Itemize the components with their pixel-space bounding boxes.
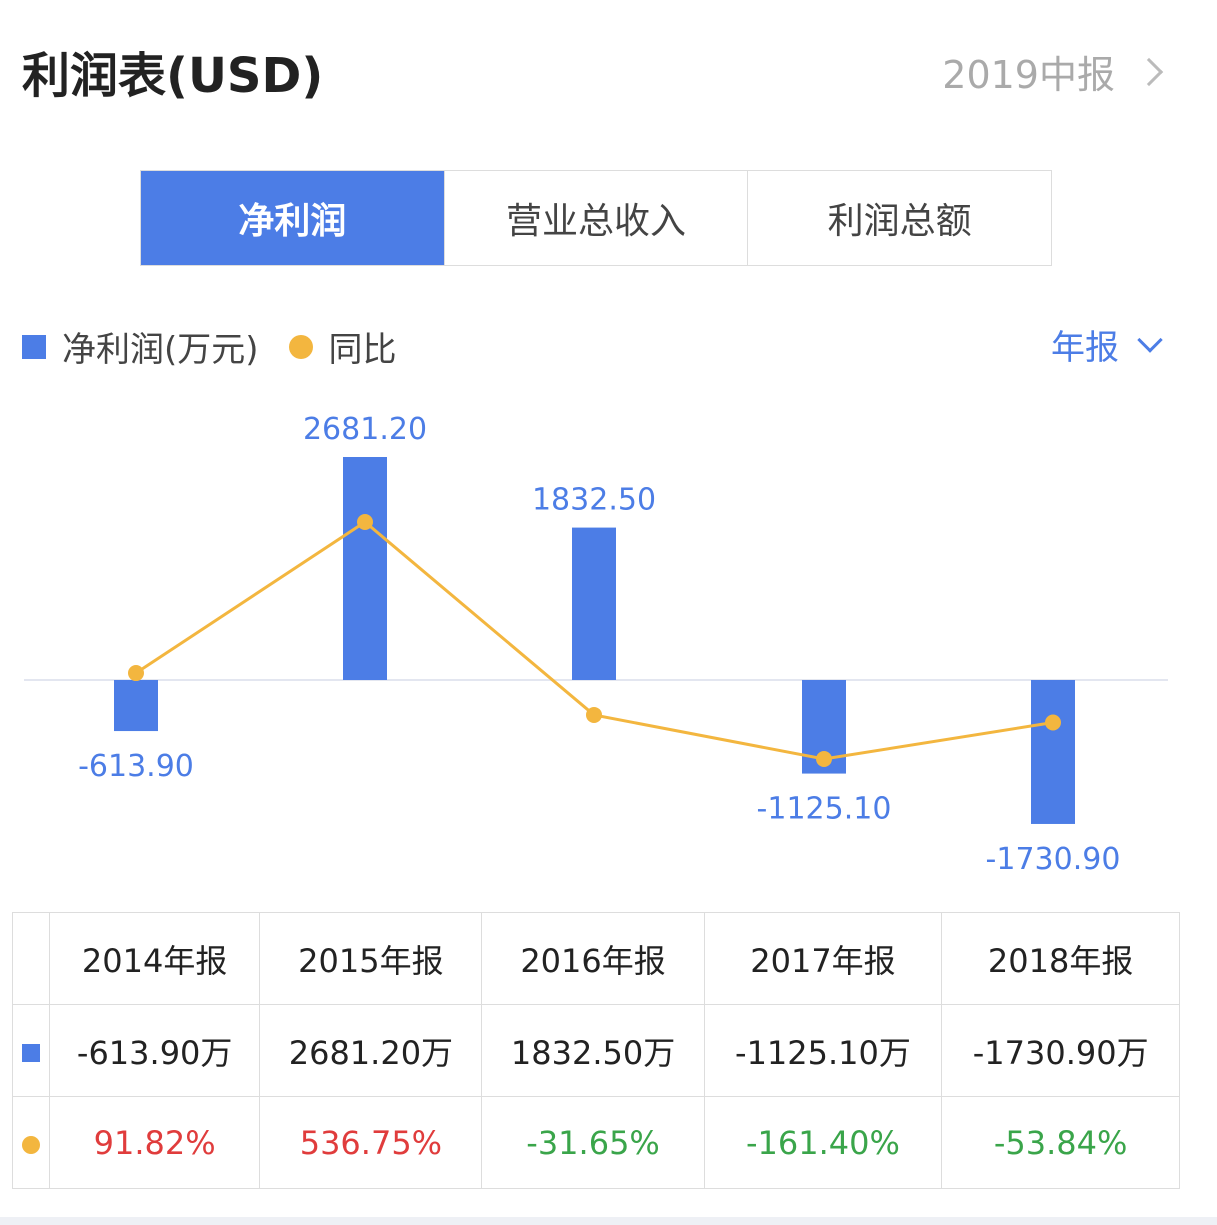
yoy-cell: 91.82% bbox=[48, 1096, 261, 1189]
table-header-cell: 2018年报 bbox=[941, 912, 1180, 1005]
line-series-icon bbox=[22, 1135, 40, 1154]
bar-value-label: -613.90 bbox=[78, 749, 194, 784]
table-header-cell: 2014年报 bbox=[48, 912, 261, 1005]
yoy-point bbox=[128, 665, 144, 682]
chart-legend: 净利润(万元) 同比 bbox=[22, 322, 397, 371]
page-title: 利润表(USD) bbox=[22, 48, 324, 104]
yoy-point bbox=[357, 514, 373, 531]
tab-total-profit[interactable]: 利润总额 bbox=[747, 171, 1051, 265]
profit-cell: -1730.90万 bbox=[941, 1004, 1180, 1097]
legend-line-label: 同比 bbox=[328, 330, 397, 370]
table-row-yoy: 91.82% 536.75% -31.65% -161.40% -53.84% bbox=[12, 1096, 1180, 1189]
profit-cell: 1832.50万 bbox=[481, 1004, 705, 1097]
table-row-profit: -613.90万 2681.20万 1832.50万 -1125.10万 -1730.9… bbox=[12, 1004, 1180, 1097]
bar bbox=[1031, 680, 1075, 824]
bar bbox=[114, 680, 158, 732]
table-header-cell: 2016年报 bbox=[481, 912, 705, 1005]
table-header-cell: 2017年报 bbox=[703, 912, 943, 1005]
bottom-divider bbox=[0, 1217, 1217, 1225]
chevron-right-icon bbox=[1134, 57, 1164, 86]
frequency-label: 年报 bbox=[1051, 328, 1119, 368]
bar-series-icon bbox=[22, 1043, 40, 1062]
bar-value-label: -1125.10 bbox=[757, 792, 892, 827]
tab-total-revenue[interactable]: 营业总收入 bbox=[443, 171, 748, 265]
bar-legend-icon bbox=[22, 334, 46, 359]
data-table: 2014年报 2015年报 2016年报 2017年报 2018年报 -613.90万 2… bbox=[12, 912, 1180, 1189]
table-header-cell: 2015年报 bbox=[259, 912, 483, 1005]
yoy-cell: -161.40% bbox=[703, 1096, 943, 1189]
profit-cell: 2681.20万 bbox=[259, 1004, 483, 1097]
bar-value-label: -1730.90 bbox=[986, 842, 1121, 877]
yoy-cell: -53.84% bbox=[941, 1096, 1180, 1189]
period-label: 2019中报 bbox=[942, 53, 1115, 97]
bar-value-label: 2681.20 bbox=[303, 412, 427, 447]
yoy-point bbox=[1045, 714, 1061, 731]
yoy-cell: 536.75% bbox=[259, 1096, 483, 1189]
tab-net-profit[interactable]: 净利润 bbox=[141, 171, 444, 265]
bar bbox=[343, 457, 387, 680]
metric-tabs: 净利润 营业总收入 利润总额 bbox=[140, 170, 1052, 266]
legend-bar-label: 净利润(万元) bbox=[62, 330, 259, 370]
period-selector[interactable]: 2019中报 bbox=[942, 44, 1164, 99]
profit-chart: -613.90 2681.20 1832.50 -1125.10 -1730.90 bbox=[24, 412, 1168, 877]
table-header-row: 2014年报 2015年报 2016年报 2017年报 2018年报 bbox=[12, 912, 1180, 1005]
yoy-cell: -31.65% bbox=[481, 1096, 705, 1189]
bar-value-label: 1832.50 bbox=[532, 483, 656, 518]
frequency-dropdown[interactable]: 年报 bbox=[1051, 320, 1163, 369]
profit-cell: -613.90万 bbox=[48, 1004, 261, 1097]
bar bbox=[572, 527, 616, 680]
chevron-down-icon bbox=[1137, 326, 1163, 353]
yoy-point bbox=[586, 706, 602, 723]
profit-cell: -1125.10万 bbox=[703, 1004, 943, 1097]
yoy-point bbox=[816, 750, 832, 767]
line-legend-icon bbox=[288, 334, 313, 359]
